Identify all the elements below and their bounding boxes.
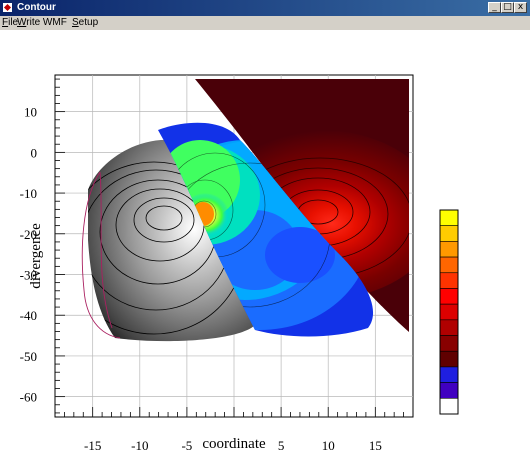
y-tick-label: -20 <box>20 227 37 242</box>
menu-setup-accel: S <box>72 17 79 28</box>
colorbar-swatch <box>439 256 459 274</box>
colorbar-swatch <box>439 350 459 368</box>
title-bar[interactable]: Contour _ □ x <box>0 0 530 16</box>
contour-plot[interactable]: -15 -10 -5 5 10 15 10 0 -10 -20 -30 -40 -50 -60 coor… <box>0 30 530 459</box>
minimize-button[interactable]: _ <box>488 2 501 13</box>
y-axis-title: divergence <box>28 223 44 289</box>
y-tick-label: 10 <box>24 105 37 120</box>
menu-bar: File Write WMF Setup <box>0 16 530 30</box>
menu-file-accel: F <box>2 17 9 28</box>
y-tick-label: -60 <box>20 390 37 405</box>
colorbar-frame <box>439 209 459 415</box>
y-axis-ticks: 10 0 -10 -20 -30 -40 -50 -60 <box>20 78 65 414</box>
colorbar-swatch <box>439 288 459 305</box>
menu-write-wmf-label: rite WMF <box>26 17 67 28</box>
x-axis-ticks: -15 -10 -5 5 10 15 <box>64 407 404 453</box>
x-tick-label: 5 <box>278 438 285 453</box>
x-axis-title: coordinate <box>202 436 266 452</box>
menu-file[interactable]: File <box>2 17 18 29</box>
x-tick-label: -5 <box>181 438 192 453</box>
close-button[interactable]: x <box>514 2 527 13</box>
menu-write-wmf-accel: W <box>17 17 27 28</box>
outer-contour-line <box>81 171 121 339</box>
y-tick-label: -40 <box>20 308 37 323</box>
x-tick-label: -15 <box>84 438 101 453</box>
colorbar-swatch <box>439 319 459 336</box>
window-title: Contour <box>17 2 56 13</box>
x-tick-label: 15 <box>369 438 382 453</box>
y-tick-label: 0 <box>31 145 38 160</box>
colorbar <box>439 209 459 415</box>
colorbar-swatch <box>439 272 459 289</box>
x-tick-label: -10 <box>131 438 148 453</box>
colorbar-swatch <box>439 382 459 399</box>
colorbar-swatch <box>439 241 459 258</box>
plot-area: -15 -10 -5 5 10 15 10 0 -10 -20 -30 -40 -50 -60 <box>20 74 414 453</box>
menu-setup-label: etup <box>78 17 99 28</box>
colorbar-swatch <box>439 225 459 242</box>
maximize-button[interactable]: □ <box>501 2 514 13</box>
app-icon <box>2 2 13 13</box>
y-tick-label: -30 <box>20 268 37 283</box>
colorbar-swatch <box>439 335 459 352</box>
colorbar-swatch <box>439 366 459 383</box>
x-tick-label: 10 <box>322 438 335 453</box>
colorbar-swatch <box>439 209 459 226</box>
y-tick-label: -10 <box>20 186 37 201</box>
menu-write-wmf[interactable]: Write WMF <box>17 17 67 29</box>
colorbar-swatch <box>439 398 459 415</box>
menu-file-label: ile <box>8 17 19 28</box>
y-tick-label: -50 <box>20 349 37 364</box>
colorbar-swatch <box>439 303 459 321</box>
menu-setup[interactable]: Setup <box>72 17 98 29</box>
